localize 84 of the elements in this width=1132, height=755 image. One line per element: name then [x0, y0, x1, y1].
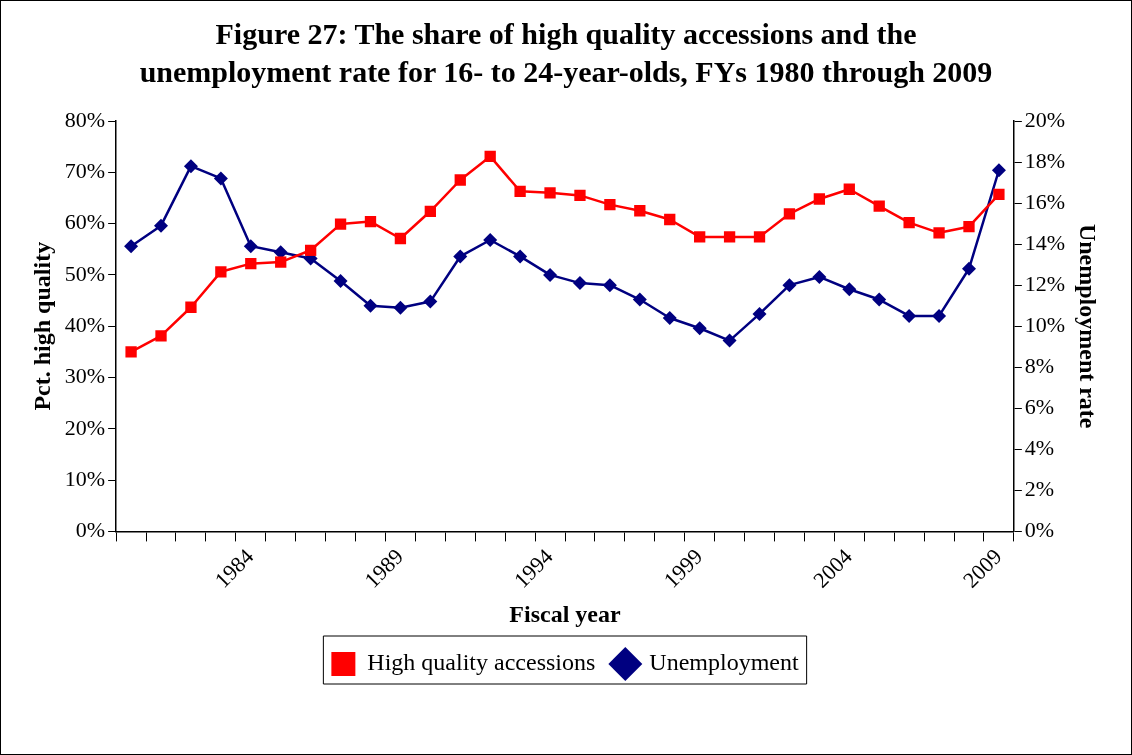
point: [961, 261, 976, 276]
point: [543, 267, 558, 282]
chart-title: Figure 27: The share of high quality accessions and the unemployment rate for 16- to 24-year-olds, FYs 1980 through 2009: [138, 16, 994, 90]
y2-axis-title: Unemployment rate: [1075, 223, 1102, 429]
point: [124, 239, 139, 254]
point: [394, 232, 407, 245]
y-tick-label: 50%: [64, 260, 106, 286]
point: [484, 150, 496, 163]
y-tick-label: 10%: [64, 465, 106, 491]
point: [185, 301, 197, 313]
point: [842, 282, 857, 297]
point: [183, 159, 198, 174]
point: [215, 266, 227, 278]
point: [993, 188, 1005, 201]
point: [843, 183, 855, 195]
y-tick-label: 60%: [64, 209, 106, 235]
y2-tick-label: 20%: [1024, 106, 1066, 132]
y-tick-label: 0%: [75, 517, 106, 543]
y2-tick-label: 6%: [1024, 394, 1055, 420]
point: [752, 306, 767, 321]
y2-tick-label: 0%: [1024, 517, 1055, 543]
point: [692, 321, 707, 336]
y2-tick-label: 2%: [1024, 476, 1055, 502]
y-tick-label: 40%: [64, 311, 106, 337]
point: [723, 231, 736, 243]
point: [243, 239, 258, 254]
x-axis-title: Fiscal year: [509, 600, 621, 627]
point: [782, 278, 797, 293]
point: [932, 308, 947, 323]
point: [694, 231, 706, 243]
point: [813, 193, 826, 205]
y2-tick-label: 16%: [1024, 188, 1066, 214]
y-tick-label: 70%: [64, 158, 106, 184]
point: [812, 269, 827, 284]
point: [155, 330, 167, 342]
point: [602, 278, 617, 293]
point: [393, 300, 408, 315]
point: [154, 218, 169, 233]
y-axis-title: Pct. high quality: [28, 241, 55, 411]
point: [963, 221, 975, 233]
point: [454, 174, 466, 186]
point: [213, 171, 228, 186]
y-tick-label: 20%: [64, 414, 106, 440]
y2-tick-label: 4%: [1024, 435, 1055, 461]
point: [753, 231, 766, 243]
legend-label: High quality accessions: [367, 649, 596, 676]
point: [364, 215, 377, 228]
point: [604, 198, 616, 211]
point: [513, 249, 528, 264]
point: [574, 189, 586, 202]
point: [363, 298, 378, 313]
point: [453, 249, 468, 264]
y-tick-label: 80%: [64, 106, 106, 132]
point: [333, 274, 348, 289]
point: [634, 205, 646, 217]
point: [632, 292, 647, 307]
y2-tick-label: 8%: [1024, 353, 1055, 379]
point: [514, 185, 526, 197]
point: [245, 257, 257, 270]
point: [275, 256, 287, 268]
point: [334, 218, 347, 230]
y2-tick-label: 14%: [1024, 229, 1066, 255]
point: [902, 308, 917, 323]
point: [544, 187, 556, 199]
y2-tick-label: 10%: [1024, 311, 1066, 337]
point: [483, 233, 498, 248]
point: [572, 276, 587, 291]
point: [125, 346, 137, 358]
point: [933, 227, 945, 239]
y-tick-label: 30%: [64, 363, 106, 389]
y2-tick-label: 12%: [1024, 270, 1066, 296]
point: [783, 208, 796, 220]
point: [664, 213, 676, 226]
point: [662, 311, 677, 325]
point: [991, 163, 1006, 178]
y2-tick-label: 18%: [1024, 147, 1066, 173]
point: [423, 294, 438, 309]
legend-label: Unemployment: [649, 649, 799, 676]
point: [903, 216, 915, 229]
point: [304, 244, 317, 256]
point: [872, 292, 887, 307]
point: [424, 205, 436, 217]
point: [722, 333, 737, 348]
point: [873, 200, 885, 212]
